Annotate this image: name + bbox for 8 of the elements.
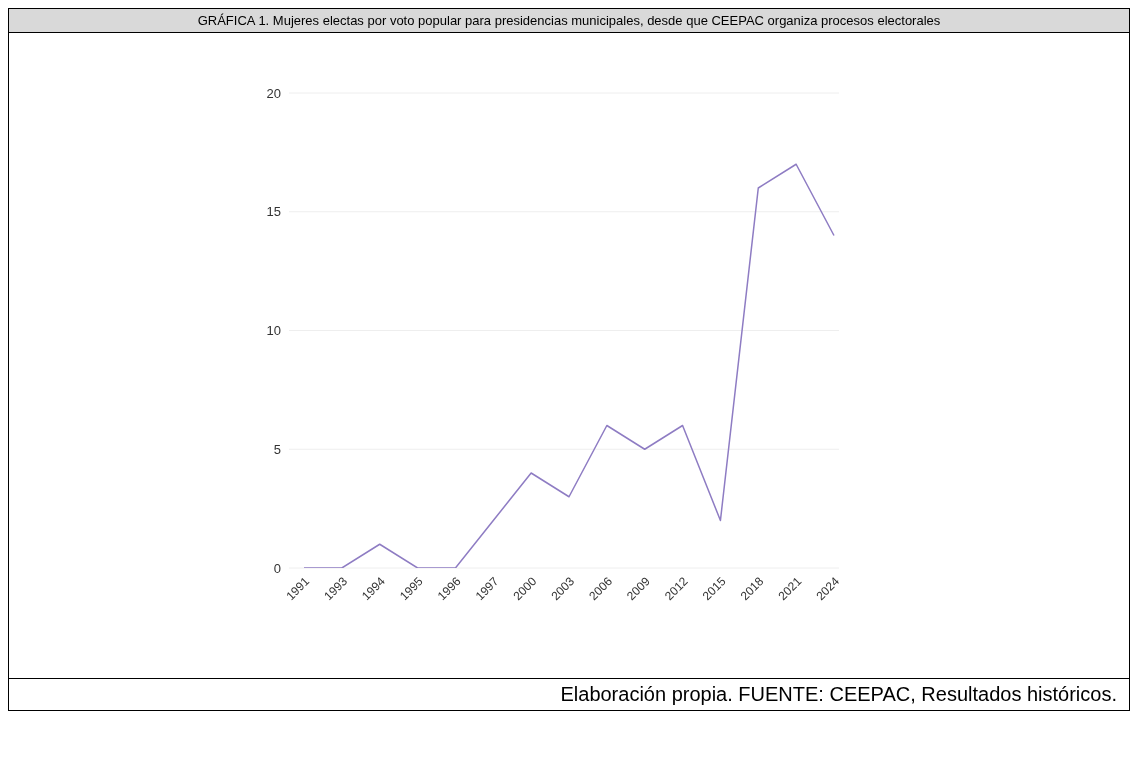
y-tick-label: 20 <box>266 85 281 101</box>
y-tick-label: 0 <box>273 560 281 576</box>
line-series <box>303 163 835 568</box>
y-tick-label: 10 <box>266 323 281 339</box>
chart-title: GRÁFICA 1. Mujeres electas por voto popular para presidencias municipales, desde que CEEPAC organiza procesos electorales <box>9 9 1129 33</box>
text: Elaboración propia. FUENTE: CEEPAC, Resultados históricos. <box>559 682 1118 707</box>
y-tick-label: 5 <box>273 441 281 457</box>
y-tick-label: 15 <box>266 204 281 220</box>
